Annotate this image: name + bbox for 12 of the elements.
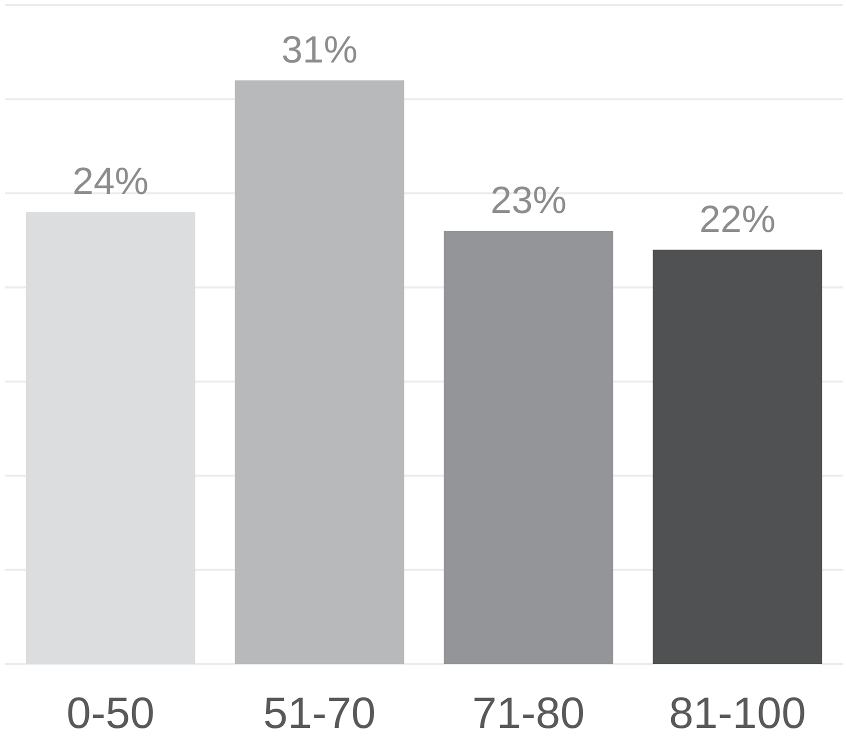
data-label: 24% bbox=[72, 161, 149, 204]
x-tick-label: 51-70 bbox=[263, 689, 376, 738]
bar bbox=[652, 250, 822, 664]
bar bbox=[26, 212, 196, 664]
x-tick-label: 0-50 bbox=[66, 689, 155, 738]
x-tick-label: 81-100 bbox=[668, 689, 806, 738]
bar bbox=[234, 80, 404, 664]
data-label: 31% bbox=[281, 29, 358, 72]
x-tick-label: 71-80 bbox=[472, 689, 585, 738]
data-label: 23% bbox=[490, 180, 567, 222]
bar bbox=[444, 230, 614, 664]
data-label: 22% bbox=[699, 198, 776, 241]
